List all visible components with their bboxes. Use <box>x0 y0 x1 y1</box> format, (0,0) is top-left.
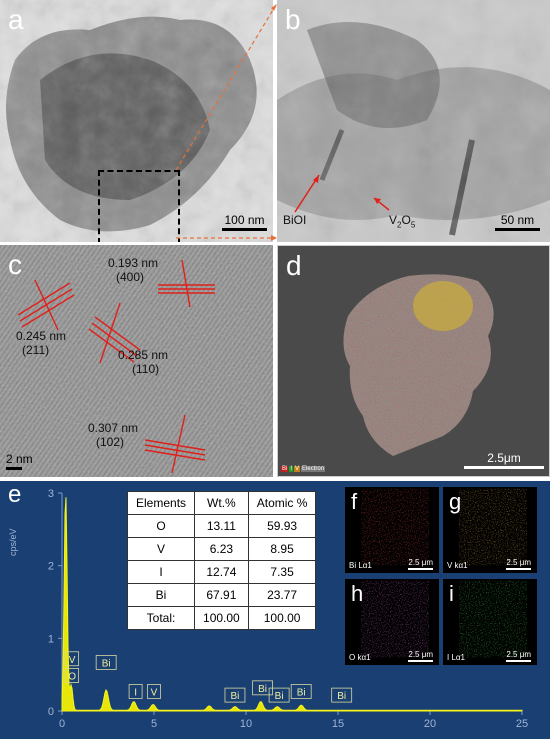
peak-label-box <box>331 687 353 703</box>
peak-label-box <box>65 651 80 667</box>
x-tick-label: 20 <box>424 718 436 730</box>
peak-label: Bi <box>337 691 346 702</box>
peak-label: Bi <box>258 684 267 695</box>
table-row: I 12.74 7.35 <box>126 560 317 584</box>
zoom-region-box <box>98 170 180 242</box>
panel-b-label: b <box>285 4 301 35</box>
panel-d-label: d <box>286 250 302 281</box>
peak-label: Bi <box>275 691 284 702</box>
panel-c-label: c <box>8 249 22 280</box>
peak-label-box <box>268 687 290 703</box>
fringe-211-label: 0.245 nm (211) <box>16 329 67 357</box>
composition-table: Elements Wt.% Atomic % O 13.11 59.93 V 6.23… <box>126 491 317 630</box>
eds-overlay <box>343 274 494 457</box>
y-tick-label: 2 <box>48 561 54 573</box>
y-tick-label: 1 <box>48 633 54 645</box>
table-row: Total: 100.00 100.00 <box>126 606 317 630</box>
biol-annotation: BiOI <box>283 213 307 227</box>
peak-label-box <box>290 684 312 699</box>
panel-d-scale-bar: 2.5μm <box>464 451 544 469</box>
x-tick-label: 15 <box>332 718 344 730</box>
map-h-o: h O kα1 2.5 μm <box>345 579 439 665</box>
peak-label: V <box>151 687 158 698</box>
fringe-400-label: 0.193 nm (400) <box>108 256 159 284</box>
peak-label: I <box>134 687 137 698</box>
panel-d-eds-map: d Bi I V Electron 2.5μm <box>277 245 550 477</box>
v2o5-annotation: V2O5 <box>389 213 416 230</box>
hrtem-texture <box>0 245 273 477</box>
panel-b-tem-image: b BiOI V2O5 50 nm <box>277 0 550 242</box>
peak-label-box <box>95 654 117 670</box>
peak-label-box <box>128 684 143 699</box>
x-tick-label: 25 <box>516 718 528 730</box>
peak-label: V <box>69 655 76 666</box>
panel-a-label: a <box>8 4 24 35</box>
panel-a-scale-bar: 100 nm <box>222 213 267 231</box>
peak-label: Bi <box>231 691 240 702</box>
table-header-row: Elements Wt.% Atomic % <box>126 491 317 515</box>
tem-texture-b <box>277 0 550 242</box>
x-tick-label: 5 <box>151 718 157 730</box>
table-row: O 13.11 59.93 <box>126 514 317 538</box>
table-header: Atomic % <box>247 491 317 515</box>
peak-label-box <box>147 684 161 699</box>
peak-label: Bi <box>102 658 111 669</box>
panel-c-hrtem-image: c 0.193 nm (400) 0.245 nm (211) 0.285 nm (1… <box>0 245 273 477</box>
peak-label-box <box>65 668 80 683</box>
map-g-v: g V kα1 2.5 μm <box>443 487 537 573</box>
table-header: Elements <box>126 491 196 515</box>
table-row: V 6.23 8.95 <box>126 537 317 561</box>
panel-a-tem-image: a 100 nm <box>0 0 273 242</box>
x-tick-label: 10 <box>240 718 252 730</box>
peak-label: Bi <box>297 687 306 698</box>
x-tick-label: 0 <box>59 718 65 730</box>
eds-legend: Bi I V Electron <box>281 466 326 472</box>
panel-b-scale-bar: 50 nm <box>495 213 540 231</box>
peak-label: O <box>68 671 76 682</box>
panel-c-scale-bar: 2 nm <box>6 452 46 470</box>
panel-e-label: e <box>8 481 22 508</box>
table-header: Wt.% <box>194 491 249 515</box>
fringe-102-label: 0.307 nm (102) <box>88 421 139 449</box>
map-i-i: i I Lα1 2.5 μm <box>443 579 537 665</box>
map-f-bi: f Bi Lα1 2.5 μm <box>345 487 439 573</box>
fringe-110-label: 0.285 nm (110) <box>118 348 169 376</box>
peak-label-box <box>224 687 246 703</box>
y-tick-label: 0 <box>48 706 54 718</box>
y-tick-label: 3 <box>48 488 54 500</box>
spectrum-series <box>61 497 523 712</box>
panel-e-eds-spectrum: e cps/eV 0 5 10 15 20 25 0 1 2 3 V O Bi I V Bi Bi Bi Bi Bi … <box>0 481 550 739</box>
table-row: Bi 67.91 23.77 <box>126 583 317 607</box>
